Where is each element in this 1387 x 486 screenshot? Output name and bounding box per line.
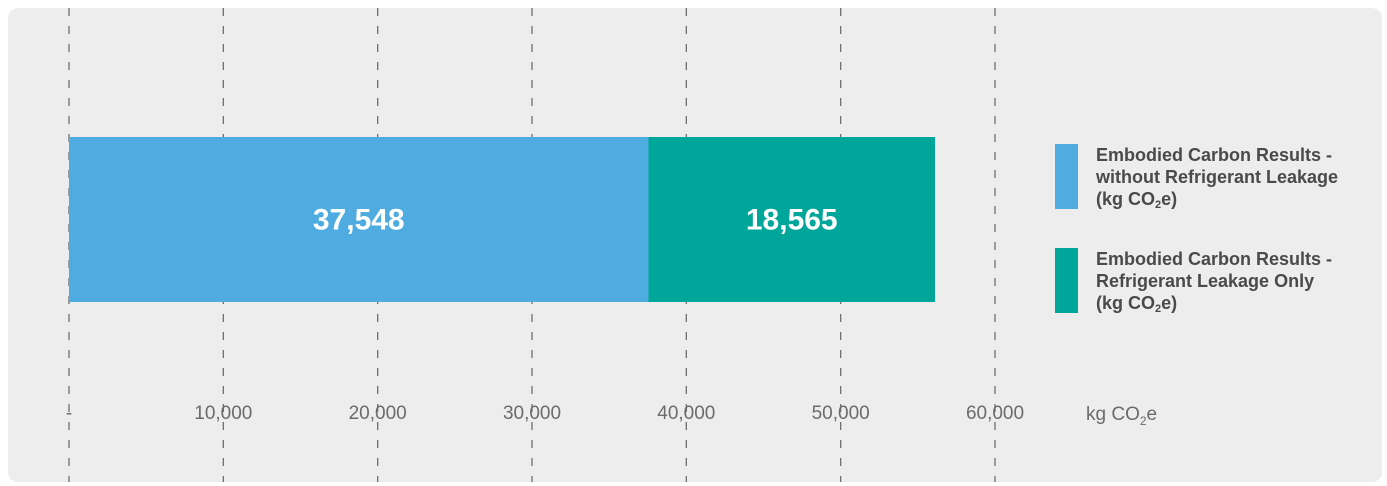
legend-label-without-leakage: Embodied Carbon Results - without Refrig… [1096,145,1339,211]
bars [69,137,936,302]
bar-segment [69,137,649,302]
bar-value-label: 18,565 [746,204,838,237]
legend-swatch-without-leakage [1055,144,1078,209]
legend-item-without-leakage: Embodied Carbon Results - without Refrig… [1055,144,1375,211]
bar-labels: 37,548 18,565 [313,204,838,237]
bar-chart: 37,548 18,565 - 10,000 20,000 30,000 40,000 50… [66,8,1157,482]
x-tick-label: 10,000 [194,403,252,424]
x-axis-unit-label: kg CO2e [1086,404,1157,428]
legend: Embodied Carbon Results - without Refrig… [1055,144,1375,352]
x-tick-label: - [66,403,72,424]
bar-value-label: 37,548 [313,204,405,237]
bar-segment [648,137,936,302]
x-tick-label: 20,000 [349,403,407,424]
x-tick-label: 50,000 [812,403,870,424]
legend-item-leakage-only: Embodied Carbon Results - Refrigerant Le… [1055,248,1375,315]
x-tick-label: 60,000 [966,403,1024,424]
x-tick-label: 30,000 [503,403,561,424]
legend-label-leakage-only: Embodied Carbon Results - Refrigerant Le… [1096,249,1333,315]
x-axis-ticks: - 10,000 20,000 30,000 40,000 50,000 60,000 [66,403,1024,424]
chart-panel: 37,548 18,565 - 10,000 20,000 30,000 40,000 50… [8,8,1382,482]
legend-swatch-leakage-only [1055,248,1078,313]
x-tick-label: 40,000 [657,403,715,424]
